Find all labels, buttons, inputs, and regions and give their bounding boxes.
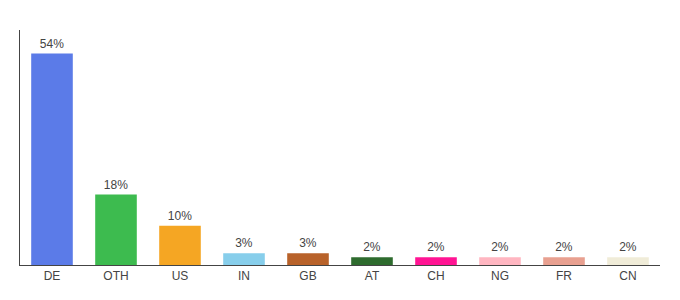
svg-text:GB: GB: [299, 269, 316, 283]
svg-text:2%: 2%: [491, 240, 509, 254]
svg-text:OTH: OTH: [103, 269, 128, 283]
svg-text:NG: NG: [491, 269, 509, 283]
svg-text:AT: AT: [365, 269, 380, 283]
svg-text:IN: IN: [238, 269, 250, 283]
svg-text:18%: 18%: [104, 178, 128, 192]
svg-text:3%: 3%: [299, 236, 317, 250]
svg-text:US: US: [172, 269, 189, 283]
svg-text:2%: 2%: [363, 240, 381, 254]
svg-text:CH: CH: [427, 269, 444, 283]
svg-text:54%: 54%: [40, 37, 64, 51]
svg-text:3%: 3%: [235, 236, 253, 250]
svg-text:2%: 2%: [427, 240, 445, 254]
svg-text:2%: 2%: [619, 240, 637, 254]
svg-text:FR: FR: [556, 269, 572, 283]
svg-text:2%: 2%: [555, 240, 573, 254]
svg-text:10%: 10%: [168, 209, 192, 223]
svg-text:DE: DE: [44, 269, 61, 283]
svg-text:CN: CN: [619, 269, 636, 283]
